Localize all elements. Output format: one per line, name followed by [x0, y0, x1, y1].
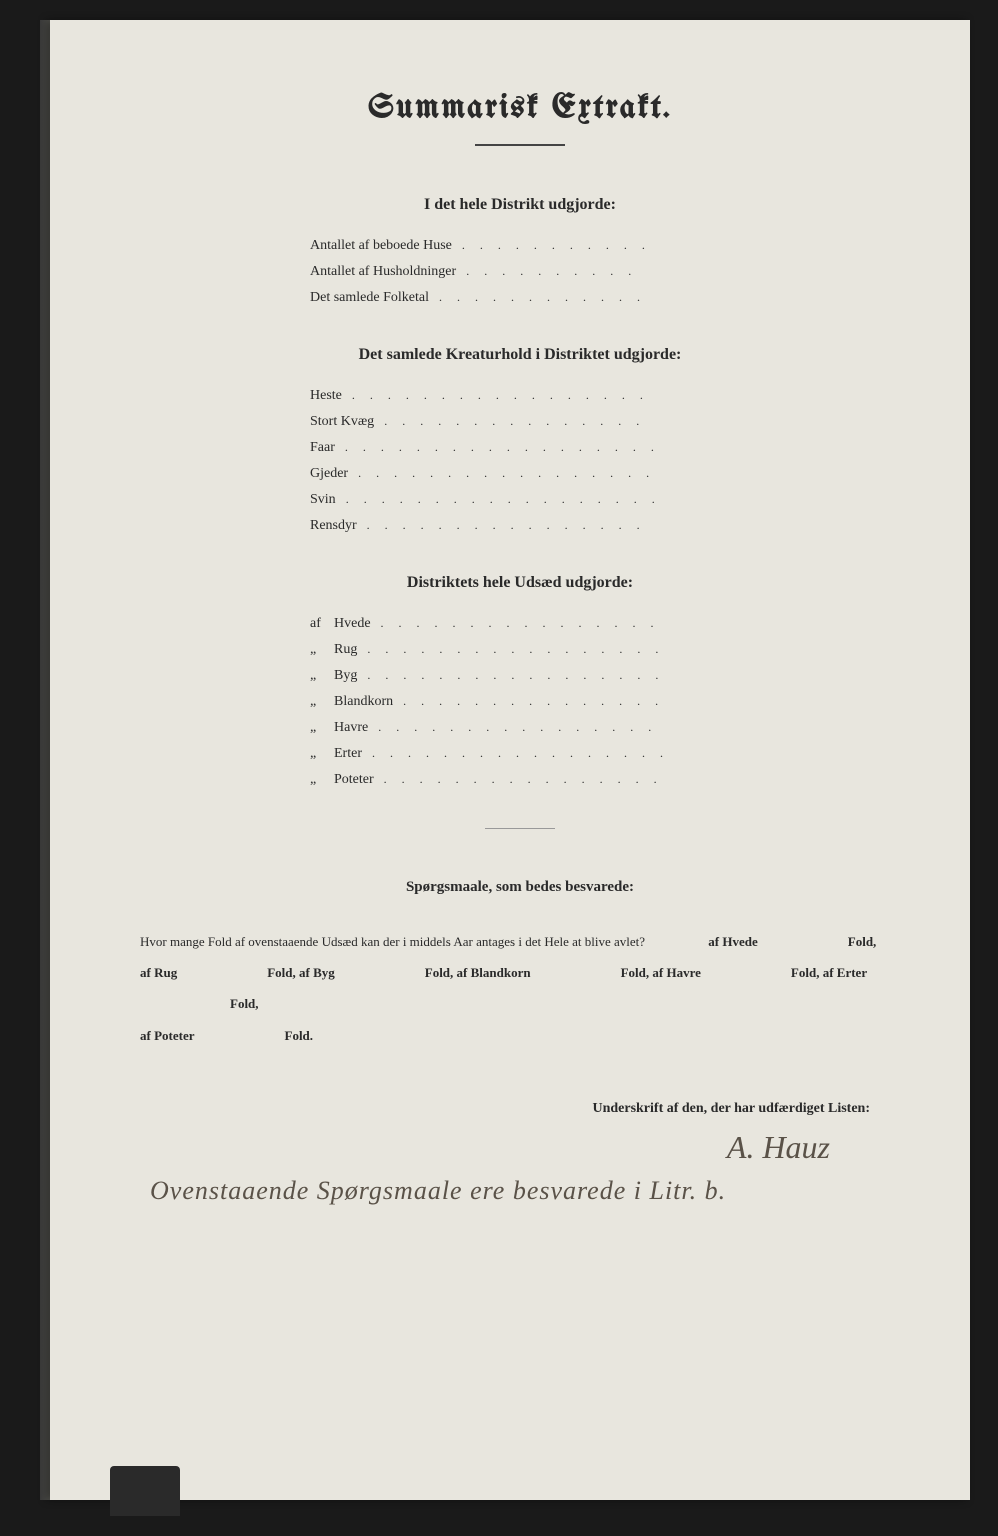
section2-list: Heste. . . . . . . . . . . . . . . . . S…	[310, 388, 730, 534]
list-item: Heste. . . . . . . . . . . . . . . . .	[310, 388, 730, 404]
signature-label: Underskrift af den, der har udfærdiget L…	[130, 1101, 910, 1117]
list-item: Faar. . . . . . . . . . . . . . . . . .	[310, 440, 730, 456]
leader-dots: . . . . . . . . . . . . . . . . .	[357, 668, 664, 682]
list-item: Svin. . . . . . . . . . . . . . . . . .	[310, 492, 730, 508]
list-item: Rensdyr. . . . . . . . . . . . . . . .	[310, 518, 730, 534]
list-item: Gjeder. . . . . . . . . . . . . . . . .	[310, 466, 730, 482]
list-item: Stort Kvæg. . . . . . . . . . . . . . .	[310, 414, 730, 430]
question-heading: Spørgsmaale, som bedes besvarede:	[130, 879, 910, 896]
leader-dots: . . . . . . . . . . . . . . . .	[374, 772, 663, 786]
question-body: Hvor mange Fold af ovenstaaende Udsæd ka…	[130, 926, 910, 1051]
title-rule	[475, 144, 565, 146]
divider-rule	[485, 828, 555, 829]
signature-name: A. Hauz	[130, 1129, 910, 1166]
list-item: afHvede. . . . . . . . . . . . . . . .	[310, 616, 730, 632]
document-page: Summarisk Extrakt. I det hele Distrikt u…	[50, 20, 970, 1500]
section2-heading: Det samlede Kreaturhold i Distriktet udg…	[130, 346, 910, 364]
leader-dots: . . . . . . . . . . . . . . . . .	[348, 466, 655, 480]
list-item: „Havre. . . . . . . . . . . . . . . .	[310, 720, 730, 736]
leader-dots: . . . . . . . . . . . . . . . . .	[342, 388, 649, 402]
leader-dots: . . . . . . . . . . . . . . . .	[368, 720, 657, 734]
section3-list: afHvede. . . . . . . . . . . . . . . . „…	[310, 616, 730, 788]
list-item: Antallet af Husholdninger. . . . . . . .…	[310, 264, 730, 280]
list-item: Det samlede Folketal. . . . . . . . . . …	[310, 290, 730, 306]
leader-dots: . . . . . . . . . . .	[452, 238, 651, 252]
section3-heading: Distriktets hele Udsæd udgjorde:	[130, 574, 910, 592]
leader-dots: . . . . . . . . . . . . . . . . . .	[336, 492, 661, 506]
list-item: Antallet af beboede Huse. . . . . . . . …	[310, 238, 730, 254]
list-item: „Poteter. . . . . . . . . . . . . . . .	[310, 772, 730, 788]
list-item: „Blandkorn. . . . . . . . . . . . . . .	[310, 694, 730, 710]
section1-list: Antallet af beboede Huse. . . . . . . . …	[310, 238, 730, 306]
leader-dots: . . . . . . . . . . . . . . .	[374, 414, 645, 428]
leader-dots: . . . . . . . . . .	[456, 264, 637, 278]
list-item: „Byg. . . . . . . . . . . . . . . . .	[310, 668, 730, 684]
main-title: Summarisk Extrakt.	[130, 90, 910, 126]
page-tab	[110, 1466, 180, 1516]
leader-dots: . . . . . . . . . . . . . . . .	[371, 616, 660, 630]
handwritten-note: Ovenstaaende Spørgsmaale ere besvarede i…	[130, 1176, 910, 1206]
leader-dots: . . . . . . . . . . . . . . .	[393, 694, 664, 708]
leader-dots: . . . . . . . . . . . . . . . . . .	[335, 440, 660, 454]
leader-dots: . . . . . . . . . . . . . . . . .	[357, 642, 664, 656]
section1-heading: I det hele Distrikt udgjorde:	[130, 196, 910, 214]
leader-dots: . . . . . . . . . . . . . . . . .	[362, 746, 669, 760]
list-item: „Rug. . . . . . . . . . . . . . . . .	[310, 642, 730, 658]
leader-dots: . . . . . . . . . . . . . . . .	[357, 518, 646, 532]
list-item: „Erter. . . . . . . . . . . . . . . . .	[310, 746, 730, 762]
leader-dots: . . . . . . . . . . . .	[429, 290, 646, 304]
